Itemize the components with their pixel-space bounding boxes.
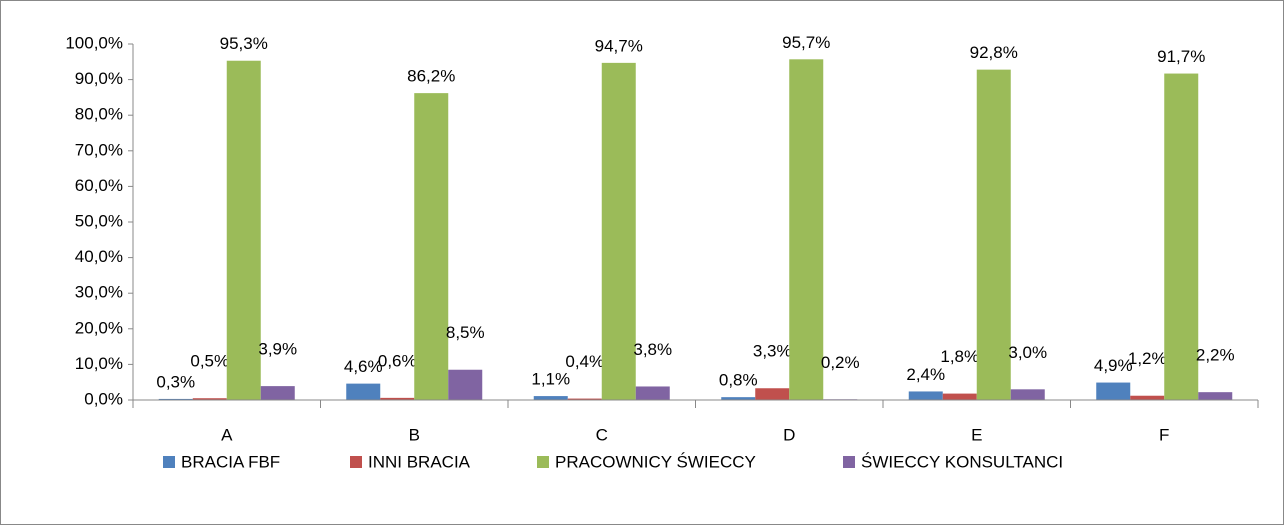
y-tick-label: 90,0% — [75, 69, 123, 88]
x-tick-label: A — [221, 425, 233, 444]
bar — [976, 69, 1011, 400]
legend-label: ŚWIECCY KONSULTANCI — [861, 452, 1063, 471]
x-tick-label: F — [1159, 425, 1169, 444]
bar — [1130, 395, 1165, 400]
data-label: 0,2% — [821, 353, 860, 372]
data-label: 0,4% — [565, 352, 604, 371]
bar — [601, 62, 636, 400]
data-label: 1,2% — [1128, 349, 1167, 368]
data-label: 94,7% — [595, 36, 643, 55]
bar — [346, 383, 381, 400]
bar — [755, 388, 790, 400]
legend-swatch — [163, 456, 175, 468]
data-label: 4,6% — [344, 357, 383, 376]
bar — [158, 398, 193, 400]
legend-label: INNI BRACIA — [368, 452, 471, 471]
data-label: 91,7% — [1157, 47, 1205, 66]
bar — [192, 398, 227, 400]
data-label: 2,4% — [906, 365, 945, 384]
bar — [942, 393, 977, 400]
data-label: 95,7% — [782, 33, 830, 52]
bar — [635, 386, 670, 400]
y-tick-label: 70,0% — [75, 140, 123, 159]
y-tick-label: 50,0% — [75, 211, 123, 230]
legend-swatch — [843, 456, 855, 468]
y-tick-label: 100,0% — [65, 33, 123, 52]
legend-swatch — [350, 456, 362, 468]
bar — [1096, 382, 1131, 400]
bar — [260, 386, 295, 400]
y-tick-label: 10,0% — [75, 354, 123, 373]
x-tick-label: B — [409, 425, 420, 444]
bar — [1198, 392, 1233, 400]
data-label: 0,3% — [156, 372, 195, 391]
legend-swatch — [537, 456, 549, 468]
data-label: 95,3% — [220, 34, 268, 53]
data-label: 4,9% — [1094, 356, 1133, 375]
bar — [908, 391, 943, 400]
data-label: 3,8% — [633, 340, 672, 359]
data-label: 0,6% — [378, 351, 417, 370]
data-label: 8,5% — [446, 323, 485, 342]
data-label: 1,8% — [940, 347, 979, 366]
x-tick-label: E — [971, 425, 982, 444]
y-tick-label: 0,0% — [84, 389, 123, 408]
data-label: 3,3% — [753, 342, 792, 361]
y-tick-label: 30,0% — [75, 283, 123, 302]
y-tick-label: 40,0% — [75, 247, 123, 266]
bar — [226, 60, 261, 401]
data-label: 3,9% — [258, 340, 297, 359]
x-tick-label: C — [596, 425, 608, 444]
bar — [1164, 73, 1199, 400]
bar — [567, 398, 602, 400]
bar — [380, 397, 415, 400]
data-label: 92,8% — [970, 43, 1018, 62]
x-tick-label: D — [783, 425, 795, 444]
bar — [789, 59, 824, 401]
y-tick-label: 20,0% — [75, 318, 123, 337]
data-label: 1,1% — [531, 370, 570, 389]
data-label: 0,5% — [190, 352, 229, 371]
data-label: 86,2% — [407, 67, 455, 86]
bar — [721, 397, 756, 400]
data-label: 3,0% — [1008, 343, 1047, 362]
data-label: 2,2% — [1196, 346, 1235, 365]
legend-label: PRACOWNICY ŚWIECCY — [555, 452, 756, 471]
legend-label: BRACIA FBF — [181, 452, 280, 471]
bar — [448, 369, 483, 400]
bar — [1010, 389, 1045, 400]
y-tick-label: 80,0% — [75, 105, 123, 124]
y-tick-label: 60,0% — [75, 176, 123, 195]
bar — [414, 93, 449, 401]
data-label: 0,8% — [719, 371, 758, 390]
bar — [533, 396, 568, 400]
